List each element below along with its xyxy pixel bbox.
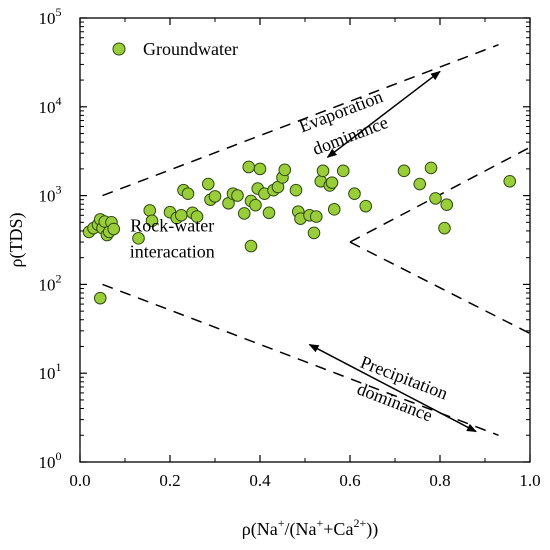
data-point [93, 291, 107, 305]
data-point [424, 161, 438, 175]
data-point [397, 164, 411, 178]
y-tick-label: 105 [39, 5, 62, 28]
x-tick-label: 1.0 [519, 471, 540, 490]
data-point [201, 177, 215, 191]
legend-marker [112, 42, 126, 56]
rock-water-label: Rock-water interacation [130, 215, 215, 261]
lower-boundary [102, 283, 499, 436]
data-point [309, 210, 323, 223]
data-point [190, 210, 204, 223]
upper-boundary [102, 44, 499, 197]
data-point [359, 199, 373, 213]
x-axis-title: ρ(Na+/(Na++Ca2+)) [242, 516, 378, 540]
right-lower-boundary [349, 241, 531, 335]
data-point [503, 174, 517, 188]
x-tick-label: 0.6 [339, 471, 360, 490]
rock-water-label-line: interacation [130, 241, 215, 261]
data-point [348, 187, 361, 201]
data-point [438, 221, 451, 235]
data-point [244, 239, 258, 253]
y-tick-label: 101 [39, 360, 62, 383]
x-tick-label: 0.8 [429, 471, 450, 490]
x-tick-label: 0.4 [249, 471, 271, 490]
data-point [325, 176, 339, 189]
plot-frame [79, 17, 531, 463]
rock-water-label-line: Rock-water [130, 215, 214, 235]
precipitation-arrow [308, 343, 477, 433]
data-point [336, 164, 350, 178]
x-tick-label: 0.0 [69, 471, 90, 490]
data-point [208, 190, 222, 203]
y-tick-label: 102 [39, 271, 62, 294]
data-point [262, 206, 276, 220]
data-point [440, 198, 454, 211]
y-tick-label: 100 [39, 449, 62, 472]
data-point [327, 203, 341, 216]
data-point [107, 222, 121, 236]
data-point [429, 192, 442, 205]
evaporation-arrow [326, 70, 441, 158]
data-point [231, 189, 244, 202]
data-point [289, 183, 303, 197]
data-point [145, 214, 159, 228]
y-axis-title: ρ(TDS) [6, 213, 27, 268]
y-tick-label: 103 [39, 183, 62, 206]
data-point [132, 232, 145, 245]
y-tick-label: 104 [39, 94, 62, 117]
data-point [237, 207, 251, 220]
legend-label: Groundwater [143, 39, 238, 59]
data-point [413, 177, 427, 191]
x-tick-label: 0.2 [159, 471, 180, 490]
data-point [278, 163, 292, 177]
data-point [253, 162, 267, 176]
data-point [249, 198, 262, 212]
data-point [307, 226, 321, 240]
data-point [316, 164, 330, 178]
data-point [181, 187, 195, 201]
data-point [242, 160, 256, 174]
